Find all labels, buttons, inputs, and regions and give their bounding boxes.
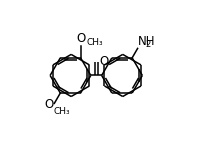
Text: CH₃: CH₃: [54, 107, 70, 116]
Text: CH₃: CH₃: [86, 38, 103, 47]
Text: 2: 2: [145, 40, 150, 49]
Text: O: O: [76, 32, 85, 45]
Text: O: O: [100, 55, 109, 68]
Text: NH: NH: [138, 35, 156, 48]
Text: O: O: [44, 98, 53, 111]
